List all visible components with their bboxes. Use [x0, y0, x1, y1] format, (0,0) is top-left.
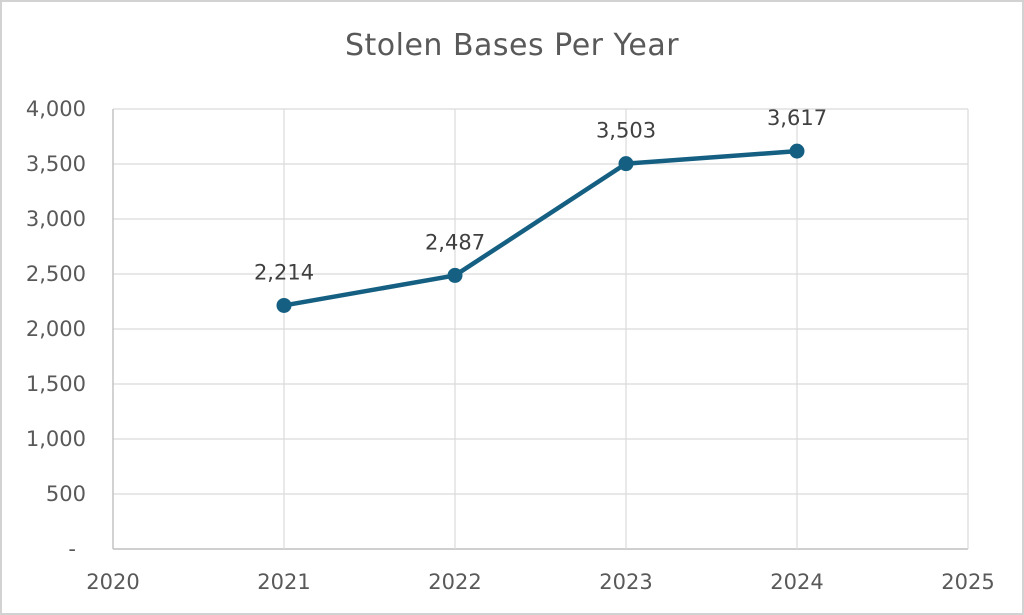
- data-point-marker: [789, 143, 805, 159]
- y-axis-tick-label: 1,500: [26, 372, 86, 396]
- data-point-label: 3,617: [767, 106, 827, 130]
- y-axis-tick-label: -: [68, 537, 76, 561]
- data-series-line: [281, 148, 800, 308]
- x-axis-tick-label: 2022: [428, 570, 481, 594]
- data-point-label: 2,214: [254, 260, 314, 284]
- x-axis-tick-label: 2020: [86, 570, 139, 594]
- chart-title: Stolen Bases Per Year: [344, 28, 680, 63]
- y-axis-tick-label: 1,000: [26, 427, 86, 451]
- y-axis-tick-label: 500: [46, 482, 86, 506]
- x-axis-tick-label: 2025: [941, 570, 994, 594]
- data-point-label: 3,503: [596, 119, 656, 143]
- data-point-marker: [276, 297, 292, 313]
- data-point-marker: [618, 156, 634, 172]
- data-point-label: 2,487: [425, 230, 485, 254]
- y-axis-tick-label: 4,000: [26, 97, 86, 121]
- x-axis-tick-label: 2023: [599, 570, 652, 594]
- y-axis-tick-label: 3,500: [26, 152, 86, 176]
- x-axis-tick-label: 2021: [257, 570, 310, 594]
- x-axis-tick-label: 2024: [770, 570, 823, 594]
- data-point-marker: [447, 267, 463, 283]
- y-axis-tick-label: 2,500: [26, 262, 86, 286]
- y-axis-tick-label: 2,000: [26, 317, 86, 341]
- y-axis-tick-label: 3,000: [26, 207, 86, 231]
